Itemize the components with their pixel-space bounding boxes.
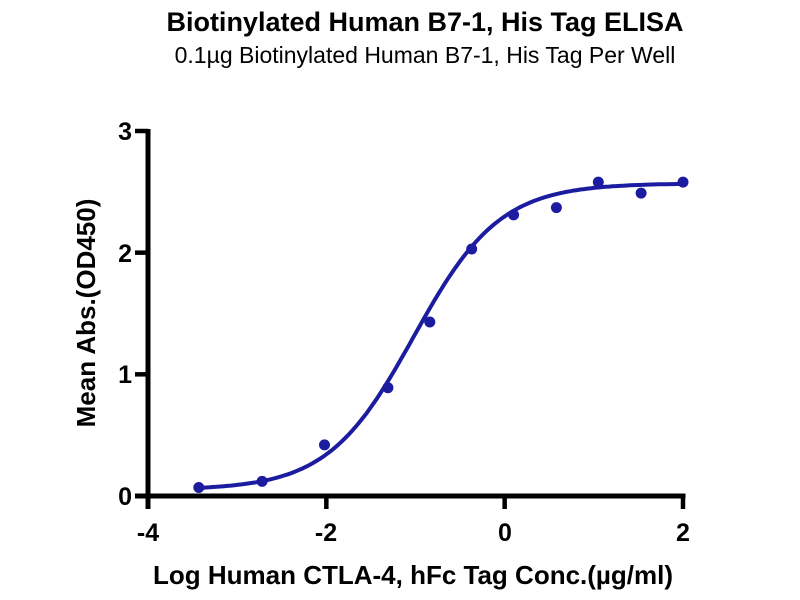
y-tick-label: 0 (118, 483, 132, 511)
data-point (677, 176, 689, 188)
x-tick-label: 2 (676, 519, 690, 547)
x-tick-label: -2 (315, 519, 337, 547)
data-point (550, 202, 562, 214)
x-tick-label: -4 (137, 519, 159, 547)
data-point (424, 316, 436, 328)
dose-response-curve (196, 181, 683, 490)
data-point (319, 439, 330, 451)
x-tick-label: 0 (498, 519, 512, 547)
data-point (466, 243, 478, 255)
data-point (382, 382, 394, 394)
data-point (508, 209, 520, 221)
y-tick-label: 3 (118, 118, 132, 146)
data-point (635, 187, 647, 199)
y-tick-label: 1 (118, 361, 132, 389)
y-axis-label: Mean Abs.(OD450) (71, 199, 101, 428)
data-point (592, 176, 604, 188)
data-point (193, 482, 205, 493)
y-tick-label: 2 (118, 240, 132, 268)
x-axis-label: Log Human CTLA-4, hFc Tag Conc.(µg/ml) (153, 560, 673, 590)
chart-header: Biotinylated Human B7-1, His Tag ELISA 0… (25, 6, 800, 70)
chart-title: Biotinylated Human B7-1, His Tag ELISA (166, 7, 684, 37)
data-point (256, 475, 268, 487)
chart-subtitle: 0.1µg Biotinylated Human B7-1, His Tag P… (174, 42, 676, 69)
